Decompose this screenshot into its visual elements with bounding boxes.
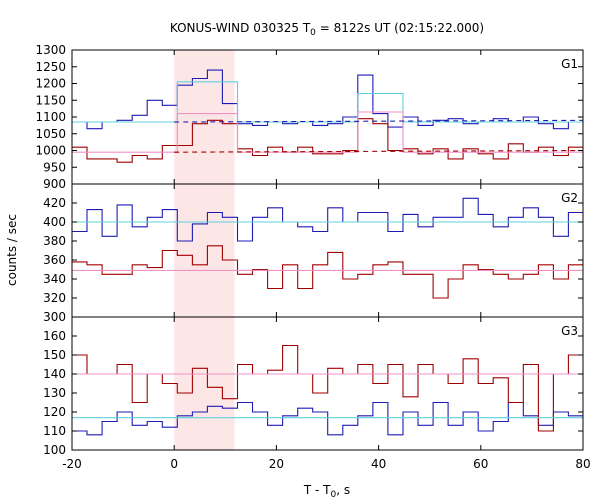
series-blue-g2 [72, 197, 583, 242]
y-tick-label: 100 [43, 443, 66, 457]
x-tick-label: 0 [170, 457, 178, 471]
series-blue-g1 [72, 69, 583, 130]
y-tick-label: 340 [43, 272, 66, 286]
y-tick-label: 1100 [35, 110, 66, 124]
y-tick-label: 1150 [35, 93, 66, 107]
x-tick-label: 80 [575, 457, 590, 471]
y-tick-label: 130 [43, 386, 66, 400]
xlabel-subscript: 0 [331, 490, 337, 500]
series-pink-g1 [72, 111, 583, 153]
panel-frame [71, 183, 584, 318]
y-tick-label: 150 [43, 348, 66, 362]
y-tick-label: 1300 [35, 43, 66, 57]
y-tick-label: 360 [43, 253, 66, 267]
x-axis-label: T - T0, s [303, 483, 350, 500]
x-tick-label: 20 [269, 457, 284, 471]
y-tick-label: 1200 [35, 77, 66, 91]
series-red-g2 [72, 245, 583, 299]
panel-label: G2 [561, 191, 578, 205]
y-tick-label: 320 [43, 291, 66, 305]
y-tick-label: 1250 [35, 60, 66, 74]
y-tick-label: 1050 [35, 127, 66, 141]
panel-plot-area [72, 69, 583, 163]
panel-plot-area [72, 197, 583, 299]
panel-frame [71, 49, 584, 185]
panel-label: G1 [561, 57, 578, 71]
series-red-g1 [72, 118, 583, 163]
panel-g1: 900 950 1000 1050 1100 1150 1200 1250 1300 G1 [35, 43, 584, 191]
y-tick-label: 160 [43, 329, 66, 343]
x-tick-label: 60 [473, 457, 488, 471]
x-tick-label: -20 [62, 457, 82, 471]
series-cyan-g1 [72, 81, 583, 123]
y-tick-label: 120 [43, 405, 66, 419]
y-tick-label: 900 [43, 177, 66, 191]
x-tick-label: 40 [371, 457, 386, 471]
y-tick-label: 400 [43, 215, 66, 229]
panel-label: G3 [561, 324, 578, 338]
y-tick-label: 1000 [35, 144, 66, 158]
title-subscript: 0 [310, 28, 316, 38]
y-tick-label: 380 [43, 234, 66, 248]
highlight-interval [174, 50, 235, 450]
y-tick-label: 300 [43, 310, 66, 324]
panel-g3: 100 110 120 130 140 150 160 G3 [43, 316, 584, 457]
chart-title: KONUS-WIND 030325 T0 = 8122s UT (02:15:2… [170, 21, 484, 38]
y-tick-label: 140 [43, 367, 66, 381]
y-tick-label: 420 [43, 196, 66, 210]
y-axis-label: counts / sec [5, 214, 19, 286]
series-blue-g3 [72, 401, 583, 436]
panel-g2: 300 320 340 360 380 400 420 G2 [43, 183, 584, 324]
panel-frame [71, 316, 584, 451]
y-tick-label: 110 [43, 424, 66, 438]
panel-plot-area [72, 344, 583, 436]
y-tick-label: 950 [43, 160, 66, 174]
series-red-g3 [72, 344, 583, 432]
panels-group: 9009501000105011001150120012501300G13003… [35, 43, 590, 471]
